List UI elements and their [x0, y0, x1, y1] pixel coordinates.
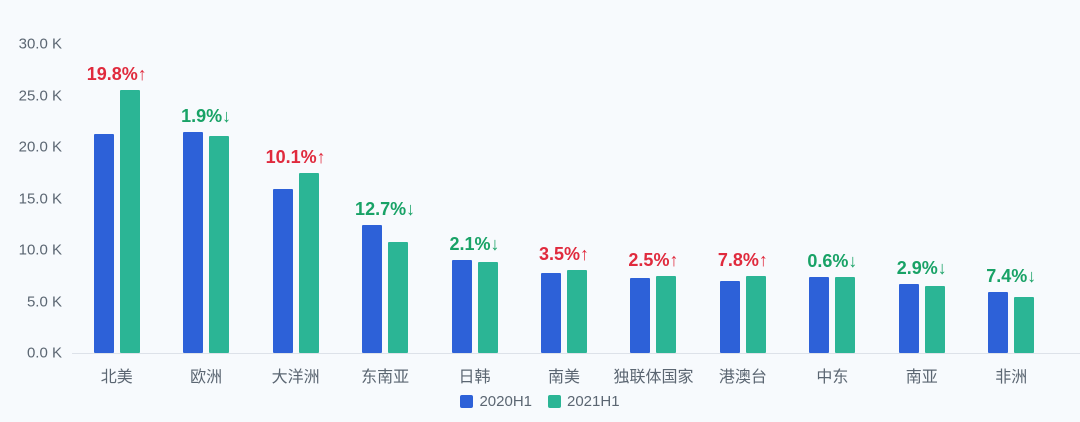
change-label: 2.9%↓: [896, 258, 947, 278]
bar-group: 2.5%↑: [609, 44, 698, 353]
bar-2021h1[interactable]: [924, 286, 945, 353]
y-axis-tick: 5.0 K: [26, 293, 62, 310]
x-axis-label: 非洲: [995, 369, 1028, 386]
change-label: 12.7%↓: [355, 199, 416, 220]
x-axis-label: 南美: [547, 369, 580, 386]
change-label: 0.6%↓: [807, 250, 858, 271]
x-axis-label: 大洋洲: [271, 369, 320, 386]
bar-2021h1[interactable]: [566, 269, 587, 353]
legend-label-2020h1: 2020H1: [479, 393, 532, 410]
bar-group: 7.8%↑: [698, 44, 787, 353]
y-axis-tick: 20.0 K: [18, 138, 62, 156]
legend-item-2021h1[interactable]: 2021H1: [548, 393, 620, 410]
x-axis-label: 南亚: [905, 369, 938, 386]
x-axis-label: 东南亚: [361, 369, 410, 386]
y-axis-tick: 30.0 K: [18, 35, 62, 53]
legend-swatch-2021h1: [548, 395, 561, 408]
change-label: 2.5%↑: [628, 249, 679, 270]
bar-group: 7.4%↓: [967, 44, 1056, 353]
change-label: 3.5%↑: [538, 243, 589, 264]
legend: 2020H1 2021H1: [0, 393, 1080, 410]
bar-2021h1[interactable]: [477, 262, 498, 353]
y-axis-tick: 0.0 K: [26, 344, 62, 362]
bar-2020h1[interactable]: [362, 225, 383, 353]
bar-2020h1[interactable]: [988, 292, 1009, 353]
legend-label-2021h1: 2021H1: [567, 393, 620, 410]
bar-2020h1[interactable]: [540, 272, 561, 353]
bar-group: 3.5%↑: [519, 44, 608, 353]
bar-group: 19.8%↑: [72, 44, 161, 353]
bar-2021h1[interactable]: [209, 135, 230, 353]
bar-2020h1[interactable]: [630, 277, 651, 353]
change-label: 2.1%↓: [449, 234, 500, 255]
bar-2021h1[interactable]: [119, 90, 140, 353]
bar-group: 10.1%↑: [251, 44, 340, 353]
bar-2020h1[interactable]: [719, 280, 740, 353]
bar-2020h1[interactable]: [93, 133, 114, 353]
x-axis-label: 日韩: [458, 369, 491, 386]
change-label: 7.4%↓: [986, 266, 1037, 287]
bar-2021h1[interactable]: [298, 172, 319, 353]
y-axis-tick: 15.0 K: [18, 190, 62, 207]
bar-2020h1[interactable]: [272, 189, 293, 353]
bar-2021h1[interactable]: [835, 277, 856, 353]
bar-2020h1[interactable]: [451, 260, 472, 353]
plot-area: 19.8%↑ 1.9%↓ 10.1%↑ 12.7%↓ 2.1%↓ 3.5%↑ 2.5%↑ 7.…: [72, 44, 1056, 353]
legend-swatch-2020h1: [460, 395, 474, 408]
y-axis: 30.0 K 25.0 K 20.0 K 15.0 K 10.0 K 5.0 K 0.0 K: [0, 36, 62, 362]
y-axis-tick: 10.0 K: [18, 241, 62, 259]
bar-group: 12.7%↓: [340, 44, 429, 353]
bar-2021h1[interactable]: [745, 275, 766, 353]
y-axis-tick: 25.0 K: [18, 87, 62, 104]
bar-group: 1.9%↓: [161, 44, 250, 353]
change-label: 7.8%↑: [717, 249, 768, 270]
change-label: 10.1%↑: [265, 146, 326, 167]
legend-item-2020h1[interactable]: 2020H1: [460, 393, 532, 410]
bar-2021h1[interactable]: [656, 275, 677, 353]
bar-group: 2.1%↓: [430, 44, 519, 353]
bar-2020h1[interactable]: [809, 276, 830, 353]
x-axis-label: 中东: [816, 369, 849, 386]
x-axis-label: 北美: [100, 369, 133, 386]
x-axis-label: 港澳台: [718, 369, 767, 386]
change-label: 1.9%↓: [181, 105, 232, 126]
x-axis-label: 欧洲: [190, 369, 223, 386]
bar-2021h1[interactable]: [1014, 296, 1035, 353]
change-label: 19.8%↑: [86, 64, 147, 85]
x-axis-line: [72, 353, 1080, 354]
bar-group: 2.9%↓: [877, 44, 966, 353]
bar-2020h1[interactable]: [898, 284, 919, 353]
bar-group: 0.6%↓: [788, 44, 877, 353]
x-axis-label: 独联体国家: [613, 369, 694, 386]
bar-2020h1[interactable]: [183, 131, 204, 353]
bar-2021h1[interactable]: [388, 241, 409, 353]
x-axis: 北美 欧洲 大洋洲 东南亚 日韩 南美 独联体国家 港澳台 中东 南亚 非洲: [72, 363, 1056, 387]
